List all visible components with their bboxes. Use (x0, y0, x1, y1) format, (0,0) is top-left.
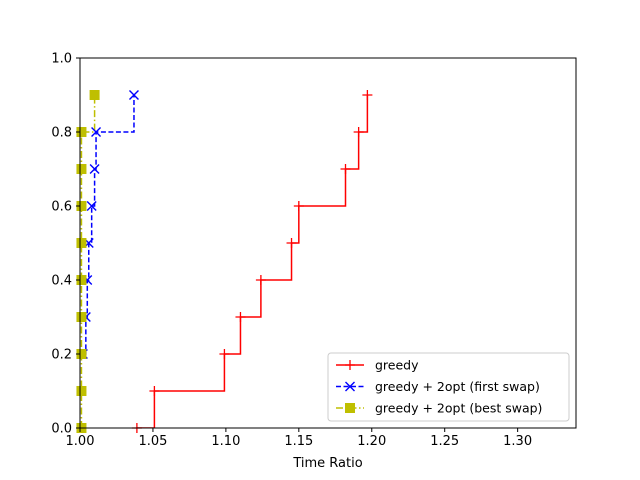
data-point (76, 312, 87, 322)
y-tick-label: 0.4 (51, 274, 72, 289)
data-point (149, 386, 160, 396)
legend-marker (345, 360, 355, 370)
legend-label: greedy (375, 358, 419, 373)
legend-box (327, 352, 570, 422)
legend: greedy greedy + 2opt (first swap) greedy +… (327, 352, 570, 422)
data-point (235, 312, 246, 322)
data-point (91, 127, 102, 137)
legend-marker (345, 403, 355, 413)
x-tick-label: 1.30 (503, 434, 532, 449)
data-point (353, 127, 364, 137)
data-point (340, 164, 351, 174)
x-axis: 1.00 1.05 1.10 1.15 1.20 1.25 1.30 (66, 428, 532, 449)
data-point (286, 238, 297, 248)
data-point (128, 90, 139, 100)
legend-label: greedy + 2opt (first swap) (375, 379, 540, 394)
data-point (293, 201, 304, 211)
y-tick-label: 0.6 (51, 200, 72, 215)
data-point (76, 238, 87, 248)
x-tick-label: 1.15 (284, 434, 313, 449)
data-point (86, 201, 97, 211)
data-point (89, 90, 100, 100)
y-axis: 0.0 0.2 0.4 0.6 0.8 1.0 (51, 52, 80, 437)
x-tick-label: 1.10 (211, 434, 240, 449)
y-tick-label: 0.8 (51, 126, 72, 141)
y-tick-label: 0.2 (51, 348, 72, 363)
series-line (136, 95, 369, 428)
legend-label: greedy + 2opt (best swap) (375, 401, 542, 416)
x-tick-label: 1.20 (357, 434, 386, 449)
data-point (76, 164, 87, 174)
x-tick-label: 1.00 (66, 434, 95, 449)
x-tick-label: 1.05 (138, 434, 167, 449)
x-tick-label: 1.25 (430, 434, 459, 449)
y-tick-label: 1.0 (51, 52, 72, 67)
plot-frame (79, 57, 577, 429)
data-point (362, 90, 373, 100)
data-point (255, 275, 266, 285)
legend-marker (345, 381, 355, 392)
x-axis-label: Time Ratio (292, 456, 362, 471)
data-point (219, 349, 230, 359)
data-point (76, 386, 87, 396)
y-tick-label: 0.0 (51, 422, 72, 437)
data-point (89, 164, 100, 174)
